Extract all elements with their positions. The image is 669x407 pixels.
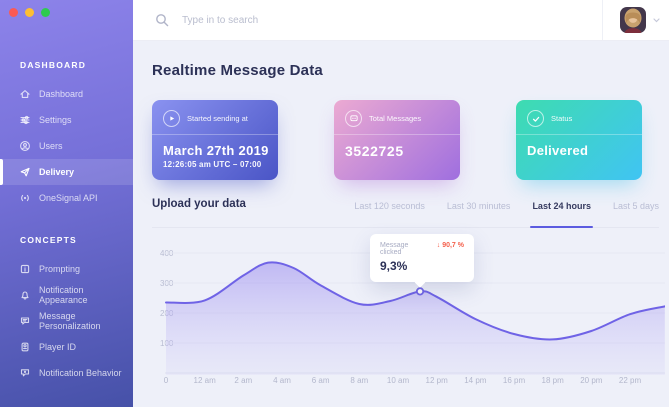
- sidebar-item-label: Dashboard: [39, 89, 84, 99]
- sliders-icon: [19, 114, 31, 126]
- bubble-pencil-icon: [19, 367, 31, 379]
- sidebar-item-dashboard[interactable]: Dashboard: [0, 81, 133, 107]
- tooltip-delta: ↓ 90,7 %: [436, 242, 464, 249]
- sidebar-item-label: Users: [39, 141, 63, 151]
- chart-section-header: Upload your data Last 120 seconds Last 3…: [152, 195, 659, 228]
- sidebar-item-label: Settings: [39, 115, 72, 125]
- card-subvalue: 12:26:05 am UTC – 07:00: [163, 160, 262, 169]
- sidebar-item-label: Delivery: [39, 167, 75, 177]
- highlighted-data-point: [415, 287, 425, 296]
- x-axis-label: 16 pm: [502, 376, 526, 385]
- sidebar-item-delivery[interactable]: Delivery: [0, 159, 133, 185]
- card-value: 3522725: [345, 143, 404, 159]
- chart-tooltip: Message clicked ↓ 90,7 % 9,3%: [370, 234, 474, 288]
- sidebar-section-dashboard: DASHBOARD Dashboard Settings Users: [0, 0, 133, 211]
- x-axis-label: 10 am: [386, 376, 410, 385]
- search-bar: [133, 0, 602, 40]
- x-axis-label: 14 pm: [464, 376, 487, 385]
- user-avatar: [620, 7, 646, 33]
- signal-icon: [19, 192, 31, 204]
- sidebar-item-users[interactable]: Users: [0, 133, 133, 159]
- card-label: Started sending at: [187, 114, 248, 123]
- bell-icon: [19, 289, 31, 301]
- card-divider: [152, 134, 278, 135]
- card-divider: [516, 134, 642, 135]
- x-axis-label: 12 pm: [425, 376, 448, 385]
- message-circle-icon: [345, 110, 362, 127]
- sidebar-section-header: DASHBOARD: [20, 60, 87, 70]
- x-axis-label: 0: [163, 376, 169, 385]
- x-axis-label: 18 pm: [541, 376, 564, 385]
- x-axis-label: 8 am: [350, 376, 369, 385]
- play-circle-icon: [163, 110, 180, 127]
- sidebar-item-label: Prompting: [39, 264, 81, 274]
- section-title: Upload your data: [152, 198, 246, 210]
- send-icon: [19, 166, 31, 178]
- search-input[interactable]: [180, 13, 404, 27]
- sidebar-item-notification-appearance[interactable]: Notification Appearance: [0, 282, 133, 308]
- filter-last-24-hours[interactable]: Last 24 hours: [530, 195, 593, 228]
- home-icon: [19, 88, 31, 100]
- topbar: [133, 0, 669, 41]
- sidebar-section-concepts: CONCEPTS Prompting Notification Appearan…: [0, 211, 133, 386]
- sidebar: DASHBOARD Dashboard Settings Users: [0, 0, 133, 407]
- x-axis-label: 6 am: [311, 376, 330, 385]
- info-square-icon: [19, 263, 31, 275]
- x-axis-label: 2 am: [234, 376, 253, 385]
- sidebar-item-prompting[interactable]: Prompting: [0, 256, 133, 282]
- x-axis-label: 20 pm: [580, 376, 603, 385]
- window-maximize-button[interactable]: [41, 8, 50, 17]
- sidebar-item-notification-behavior[interactable]: Notification Behavior: [0, 360, 133, 386]
- card-label: Status: [551, 114, 573, 123]
- sidebar-item-label: Notification Appearance: [39, 285, 88, 305]
- window-minimize-button[interactable]: [25, 8, 34, 17]
- sidebar-item-label: Player ID: [39, 342, 77, 352]
- card-label: Total Messages: [369, 114, 422, 123]
- sidebar-section-header: CONCEPTS: [20, 235, 77, 245]
- x-axis-label: 4 am: [273, 376, 291, 385]
- search-icon: [155, 13, 169, 27]
- chat-bubble-icon: [19, 315, 31, 327]
- filter-last-30-minutes[interactable]: Last 30 minutes: [446, 201, 511, 211]
- tooltip-value: 9,3%: [380, 259, 408, 273]
- tooltip-label: Message clicked: [380, 242, 409, 256]
- window-close-button[interactable]: [9, 8, 18, 17]
- user-icon: [19, 140, 31, 152]
- sidebar-item-onesignal-api[interactable]: OneSignal API: [0, 185, 133, 211]
- time-range-filters: Last 120 seconds Last 30 minutes Last 24…: [354, 195, 659, 228]
- sidebar-item-message-personalization[interactable]: Message Personalization: [0, 308, 133, 334]
- check-circle-icon: [527, 110, 544, 127]
- card-value status-badge: Delivered: [527, 143, 589, 158]
- user-menu-button[interactable]: [602, 0, 669, 40]
- card-status: Status Delivered: [516, 100, 642, 180]
- sidebar-item-label: Message Personalization: [39, 311, 101, 331]
- x-axis-label: 22 pm: [618, 376, 642, 385]
- window-controls: [9, 8, 50, 17]
- card-total-messages: Total Messages 3522725: [334, 100, 460, 180]
- chevron-down-icon: [653, 17, 660, 23]
- main-content: Realtime Message Data Started sending at…: [133, 40, 669, 407]
- sidebar-item-settings[interactable]: Settings: [0, 107, 133, 133]
- card-divider: [334, 134, 460, 135]
- card-started-sending-at: Started sending at March 27th 2019 12:26…: [152, 100, 278, 180]
- area-chart[interactable]: [165, 245, 665, 377]
- sidebar-item-player-id[interactable]: Player ID: [0, 334, 133, 360]
- page-title: Realtime Message Data: [152, 62, 323, 79]
- filter-last-120-seconds[interactable]: Last 120 seconds: [354, 201, 425, 211]
- id-badge-icon: [19, 341, 31, 353]
- filter-last-5-days[interactable]: Last 5 days: [612, 201, 659, 211]
- sidebar-item-label: Notification Behavior: [39, 368, 122, 378]
- x-axis-label: 12 am: [193, 376, 216, 385]
- card-value: March 27th 2019: [163, 143, 269, 158]
- stat-cards: Started sending at March 27th 2019 12:26…: [152, 100, 642, 180]
- sidebar-item-label: OneSignal API: [39, 193, 98, 203]
